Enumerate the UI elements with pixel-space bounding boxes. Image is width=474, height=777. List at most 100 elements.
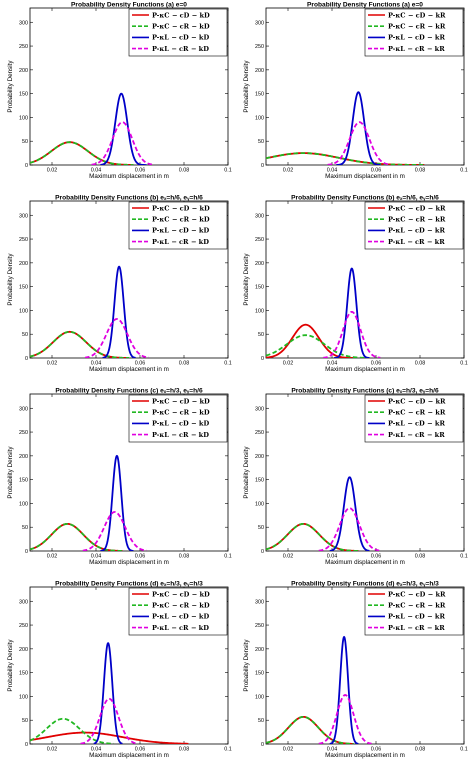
legend-entry: P-κL − cD − kR (388, 420, 445, 428)
series-line-3 (334, 267, 370, 358)
legend-entry: P-κL − cD − kD (152, 613, 209, 621)
y-tick-label: 300 (19, 599, 28, 605)
y-tick-label: 300 (19, 213, 28, 219)
y-tick-label: 50 (22, 525, 28, 531)
series-line-2 (30, 522, 123, 551)
legend-entry: P-κC − cD − kD (152, 11, 210, 19)
legend-entry: P-κC − cR − kD (152, 216, 210, 224)
series-line-2 (30, 330, 130, 358)
chart-title: Probability Density Functions (b) eₓ=h/6… (55, 195, 203, 202)
y-axis-label: Probability Density (7, 639, 14, 692)
legend-entry: P-κL − cR − kD (152, 238, 209, 246)
legend-entry: P-κC − cR − kR (388, 23, 446, 31)
legend-entry: P-κL − cD − kD (152, 227, 209, 235)
legend-entry: P-κL − cD − kD (152, 420, 209, 428)
legend-entry: P-κC − cR − kD (152, 409, 210, 417)
x-tick-label: 0.1 (224, 747, 232, 753)
y-tick-label: 200 (19, 454, 28, 460)
legend: P-κC − cD − kR P-κC − cR − kR P-κL − cD − … (364, 201, 464, 250)
legend-entry: P-κC − cR − kR (388, 216, 446, 224)
y-tick-label: 0 (261, 163, 264, 169)
legend-entry: P-κC − cD − kR (388, 204, 446, 212)
x-tick-label: 0.08 (179, 168, 190, 174)
x-axis-label: Maximum displacement in m (325, 752, 405, 759)
legend-entry: P-κL − cR − kD (152, 45, 209, 53)
y-tick-label: 150 (19, 285, 28, 291)
y-axis-label: Probability Density (243, 639, 250, 692)
y-tick-label: 300 (19, 20, 28, 26)
chart-panel-6: Probability Density Functions (c) eₓ=h/3… (243, 388, 468, 567)
x-tick-label: 0.08 (179, 554, 190, 560)
y-tick-label: 200 (19, 261, 28, 267)
y-tick-label: 0 (261, 742, 264, 748)
x-axis-label: Maximum displacement in m (325, 559, 405, 566)
legend-entry: P-κL − cR − kR (388, 431, 445, 439)
y-tick-label: 150 (19, 92, 28, 98)
x-tick-label: 0.02 (47, 747, 58, 753)
series-line-1 (30, 731, 189, 744)
x-tick-label: 0.1 (224, 168, 232, 174)
x-tick-label: 0.04 (91, 168, 102, 174)
series-line-3 (93, 642, 123, 744)
series-line-3 (102, 265, 136, 358)
chart-title: Probability Density Functions (a) e=0 (71, 2, 187, 9)
x-tick-label: 0.06 (371, 168, 382, 174)
legend-entry: P-κC − cR − kD (152, 602, 210, 610)
y-axis-label: Probability Density (7, 60, 14, 113)
x-axis-label: Maximum displacement in m (89, 559, 169, 566)
y-axis-label: Probability Density (7, 253, 14, 306)
y-axis-label: Probability Density (243, 253, 250, 306)
legend-entry: P-κL − cR − kD (152, 431, 209, 439)
legend-entry: P-κL − cD − kD (152, 34, 209, 42)
legend-entry: P-κL − cD − kR (388, 613, 445, 621)
x-tick-label: 0.06 (135, 168, 146, 174)
legend-entry: P-κC − cD − kD (152, 204, 210, 212)
x-tick-label: 0.1 (460, 361, 468, 367)
y-tick-label: 300 (19, 406, 28, 412)
x-tick-label: 0.06 (135, 747, 146, 753)
y-tick-label: 50 (22, 718, 28, 724)
y-tick-label: 200 (19, 647, 28, 653)
y-tick-label: 150 (19, 478, 28, 484)
x-tick-label: 0.04 (91, 747, 102, 753)
x-tick-label: 0.08 (415, 361, 426, 367)
series-line-2 (266, 334, 366, 358)
chart-title: Probability Density Functions (d) eₓ=h/3… (291, 581, 439, 588)
y-tick-label: 50 (258, 718, 264, 724)
legend-entry: P-κL − cR − kR (388, 238, 445, 246)
series-line-3 (329, 476, 370, 551)
x-tick-label: 0.02 (47, 361, 58, 367)
x-tick-label: 0.02 (283, 747, 294, 753)
y-axis-label: Probability Density (243, 446, 250, 499)
x-tick-label: 0.04 (327, 361, 338, 367)
chart-panel-1: Probability Density Functions (a) e=0 0 50… (7, 2, 232, 181)
legend-entry: P-κC − cD − kR (388, 11, 446, 19)
x-tick-label: 0.08 (179, 361, 190, 367)
y-tick-label: 250 (19, 430, 28, 436)
series-line-4 (91, 121, 154, 165)
chart-panel-3: Probability Density Functions (b) eₓ=h/6… (7, 195, 232, 374)
y-tick-label: 100 (255, 501, 264, 507)
x-tick-label: 0.1 (224, 361, 232, 367)
x-tick-label: 0.08 (415, 747, 426, 753)
x-axis-label: Maximum displacement in m (89, 366, 169, 373)
x-axis-label: Maximum displacement in m (325, 366, 405, 373)
x-tick-label: 0.06 (371, 361, 382, 367)
y-tick-label: 200 (255, 68, 264, 74)
x-tick-label: 0.08 (415, 168, 426, 174)
y-axis-label: Probability Density (7, 446, 14, 499)
chart-panel-5: Probability Density Functions (c) eₓ=h/3… (7, 388, 232, 567)
y-tick-label: 100 (19, 501, 28, 507)
y-tick-label: 100 (19, 115, 28, 121)
series-line-2 (30, 717, 114, 744)
y-axis-label: Probability Density (243, 60, 250, 113)
y-tick-label: 0 (261, 356, 264, 362)
legend: P-κC − cD − kD P-κC − cR − kD P-κL − cD − … (128, 8, 228, 57)
y-tick-label: 0 (25, 356, 28, 362)
x-tick-label: 0.06 (371, 554, 382, 560)
legend-entry: P-κL − cD − kR (388, 34, 445, 42)
legend: P-κC − cD − kR P-κC − cR − kR P-κL − cD − … (364, 587, 464, 636)
legend-entry: P-κL − cR − kR (388, 45, 445, 53)
